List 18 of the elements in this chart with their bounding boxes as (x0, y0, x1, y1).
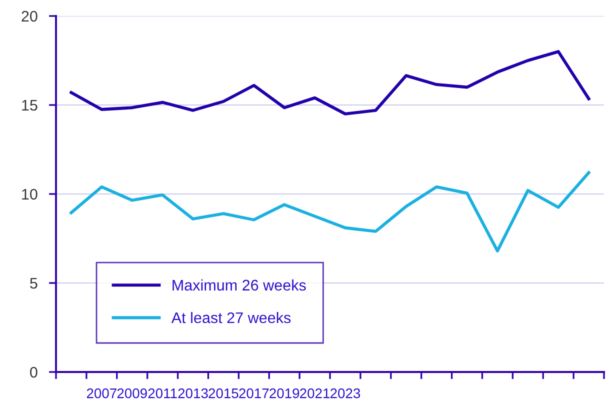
x-tick-label: 2009 (117, 388, 147, 398)
y-tick-label: 20 (22, 10, 38, 22)
y-tick-label: 15 (22, 100, 38, 111)
x-tick-label: 2021 (300, 388, 330, 398)
x-tick-label: 2023 (330, 388, 360, 398)
x-tick-label: 2017 (239, 388, 269, 398)
y-tick-label: 5 (30, 278, 38, 289)
x-tick-label: 2007 (86, 388, 116, 398)
legend-label: At least 27 weeks (171, 312, 291, 324)
y-tick-label: 10 (22, 188, 38, 200)
y-tick-label: 0 (30, 366, 38, 378)
x-tick-label: 2013 (178, 388, 208, 398)
x-tick-label: 2015 (208, 388, 238, 398)
line-series (70, 50, 590, 116)
line-series (70, 171, 590, 252)
x-tick-label: 2011 (148, 388, 177, 398)
x-tick-label: 2019 (270, 388, 300, 398)
legend-label: Maximum 26 weeks (172, 279, 306, 291)
